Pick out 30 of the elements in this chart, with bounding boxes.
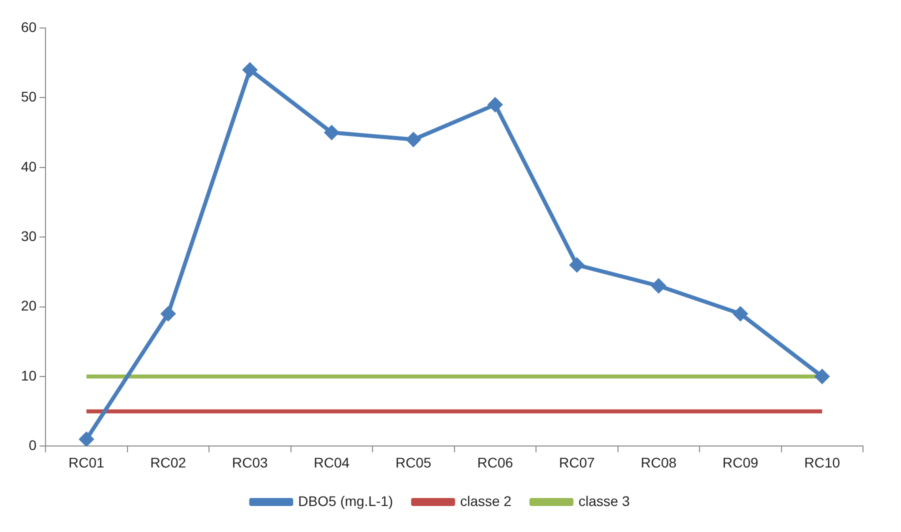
point <box>324 126 339 140</box>
point <box>733 306 748 321</box>
x-tick-label: RC03 <box>232 454 268 470</box>
y-tick-label: 10 <box>20 367 37 384</box>
y-tick-label: 20 <box>20 298 37 314</box>
point <box>488 98 502 112</box>
x-tick-label: RC05 <box>396 454 432 470</box>
x-tick-label: RC08 <box>640 454 677 470</box>
x-tick-label: RC02 <box>150 454 186 470</box>
y-tick-label: 0 <box>28 437 37 454</box>
y-tick-label: 30 <box>20 228 37 244</box>
point <box>161 306 176 321</box>
point <box>242 62 257 77</box>
point <box>79 432 94 446</box>
x-tick-label: RC06 <box>477 454 514 470</box>
x-tick-label: RC01 <box>68 454 105 470</box>
y-tick-label: 50 <box>20 88 37 105</box>
legend-label: classe 3 <box>578 492 630 509</box>
legend-label: DBO5 (mg.L-1) <box>298 492 394 509</box>
x-tick-label: RC04 <box>314 454 350 470</box>
y-tick-label: 40 <box>20 158 37 174</box>
point <box>406 132 420 147</box>
point <box>570 258 584 272</box>
point <box>815 370 830 384</box>
x-tick-label: RC10 <box>804 454 840 470</box>
x-tick-label: RC09 <box>722 454 758 470</box>
legend-label: classe 2 <box>460 492 512 509</box>
point <box>652 278 666 293</box>
y-tick-label: 60 <box>20 18 37 35</box>
x-tick-label: RC07 <box>559 454 596 470</box>
